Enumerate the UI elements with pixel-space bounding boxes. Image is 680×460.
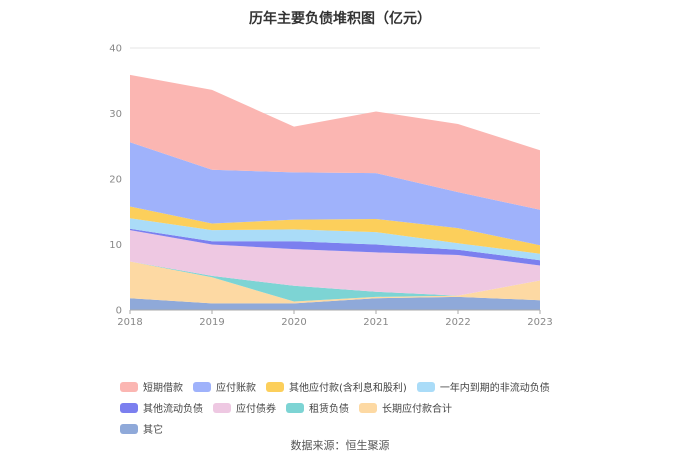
legend-swatch [286,402,304,413]
legend-item[interactable]: 租赁负债 [286,400,349,415]
area-series-7 [130,142,540,246]
data-source: 数据来源：恒生聚源 [290,439,390,452]
legend-swatch [193,381,211,392]
x-tick-label: 2019 [199,317,224,328]
legend-row: 其它 [120,418,580,439]
y-tick-label: 40 [109,44,122,55]
y-tick-label: 10 [109,240,122,251]
area-series-5 [130,218,540,261]
legend-swatch [120,381,138,392]
legend: 短期借款 应付账款 其他应付款(含利息和股利) 一年内到期的非流动负债其他流动负债 应付… [120,376,580,439]
legend-label: 一年内到期的非流动负债 [439,383,550,394]
legend-row: 其他流动负债 应付债券 租赁负债 长期应付款合计 [120,397,580,418]
x-tick-label: 2022 [445,317,470,328]
stacked-area-chart: 0 10 20 30 40 2018 2019 2020 2021 2022 2023 [109,44,552,329]
legend-item[interactable]: 长期应付款合计 [359,400,452,415]
area-series-6 [130,206,540,254]
y-tick-label: 0 [116,306,122,317]
legend-label: 短期借款 [143,383,183,394]
legend-swatch [213,402,231,413]
legend-swatch [359,402,377,413]
legend-item[interactable]: 其他应付款(含利息和股利) [266,379,407,394]
legend-label: 应付债券 [236,404,276,415]
area-series [130,74,540,310]
legend-label: 租赁负债 [309,404,349,415]
legend-item[interactable]: 一年内到期的非流动负债 [416,379,550,394]
legend-swatch [266,381,284,392]
x-tick-label: 2018 [117,317,142,328]
chart-title: 历年主要负债堆积图（亿元） [249,11,431,27]
legend-item[interactable]: 应付账款 [193,379,256,394]
legend-label: 其他应付款(含利息和股利) [289,383,407,394]
legend-row: 短期借款 应付账款 其他应付款(含利息和股利) 一年内到期的非流动负债 [120,376,580,397]
axes: 0 10 20 30 40 2018 2019 2020 2021 2022 2023 [109,44,552,329]
area-series-8 [130,74,540,210]
x-tick-label: 2023 [527,317,552,328]
legend-swatch [120,423,138,434]
legend-label: 长期应付款合计 [382,404,452,415]
x-tick-label: 2021 [363,317,388,328]
legend-label: 其他流动负债 [143,404,203,415]
area-series-2 [130,261,540,302]
legend-item[interactable]: 应付债券 [213,400,276,415]
legend-swatch [416,381,435,392]
area-series-4 [130,228,540,266]
y-tick-label: 30 [109,109,122,120]
legend-swatch [120,402,138,413]
x-tick-label: 2020 [281,317,306,328]
legend-item[interactable]: 其它 [120,421,163,436]
legend-label: 其它 [143,425,163,436]
area-series-0 [130,296,540,310]
y-tick-label: 20 [109,175,122,186]
legend-item[interactable]: 其他流动负债 [120,400,203,415]
legend-item[interactable]: 短期借款 [120,379,183,394]
area-series-1 [130,261,540,304]
area-series-3 [130,230,540,296]
legend-label: 应付账款 [216,383,256,394]
